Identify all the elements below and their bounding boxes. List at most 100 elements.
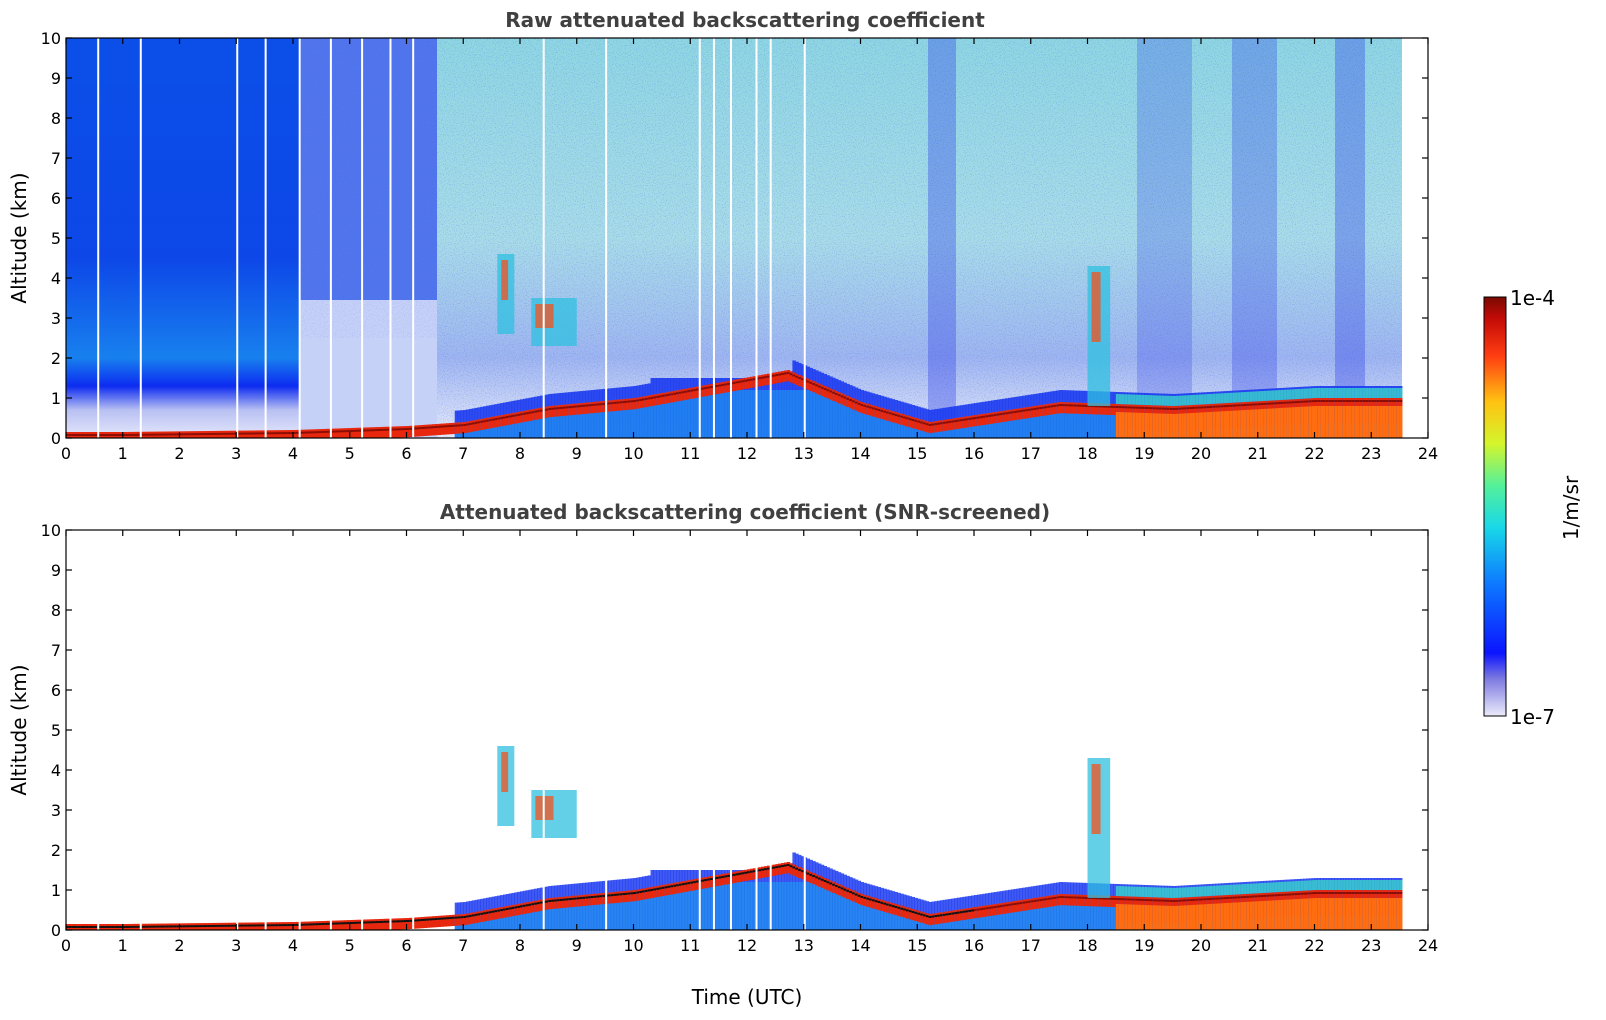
boundary-layer-core bbox=[1351, 892, 1355, 894]
boundary-layer-edge bbox=[1206, 886, 1211, 897]
boundary-layer-core bbox=[710, 878, 714, 880]
boundary-layer-band bbox=[537, 900, 541, 912]
boundary-layer-band bbox=[792, 864, 796, 876]
boundary-layer-edge bbox=[1362, 880, 1367, 890]
boundary-layer-core bbox=[1195, 406, 1199, 409]
boundary-layer-core bbox=[812, 383, 816, 386]
boundary-layer-band bbox=[517, 903, 521, 916]
aerosol-column bbox=[1022, 899, 1026, 930]
boundary-layer-core bbox=[1081, 404, 1086, 407]
boundary-layer-core bbox=[1096, 405, 1100, 408]
boundary-layer-band bbox=[355, 919, 359, 930]
boundary-layer-core bbox=[1098, 897, 1103, 900]
x-tick-label: 9 bbox=[572, 936, 582, 955]
boundary-layer-core bbox=[1379, 892, 1384, 894]
boundary-layer-band bbox=[386, 918, 391, 930]
boundary-layer-core bbox=[1223, 897, 1228, 900]
aerosol-column bbox=[520, 411, 524, 438]
boundary-layer-core bbox=[1189, 407, 1194, 410]
boundary-layer-core bbox=[738, 872, 742, 875]
boundary-layer-core bbox=[758, 869, 762, 872]
boundary-layer-fill bbox=[1286, 407, 1290, 438]
boundary-layer-core bbox=[715, 384, 720, 387]
boundary-layer-core bbox=[335, 922, 339, 925]
aerosol-column bbox=[988, 412, 992, 438]
boundary-layer-core bbox=[1218, 897, 1222, 900]
boundary-layer-band bbox=[701, 877, 706, 889]
boundary-layer-core bbox=[491, 418, 496, 421]
boundary-layer-core bbox=[1135, 898, 1140, 901]
boundary-layer-core bbox=[1226, 896, 1230, 899]
boundary-layer-band bbox=[644, 395, 649, 408]
boundary-layer-fill bbox=[1328, 406, 1333, 438]
boundary-layer-core bbox=[1050, 405, 1055, 408]
aerosol-column bbox=[976, 414, 981, 438]
data-gap bbox=[542, 530, 545, 930]
aerosol-column bbox=[724, 390, 728, 438]
boundary-layer-core bbox=[94, 434, 98, 436]
boundary-layer-core bbox=[451, 916, 456, 919]
aerosol-column bbox=[1033, 405, 1038, 438]
aerosol-column bbox=[894, 904, 898, 930]
boundary-layer-band bbox=[931, 421, 935, 433]
boundary-layer-band bbox=[502, 414, 507, 426]
boundary-layer-band bbox=[1107, 895, 1111, 907]
boundary-layer-core bbox=[210, 924, 215, 927]
boundary-layer-core bbox=[1229, 404, 1233, 407]
boundary-layer-core bbox=[1300, 400, 1304, 403]
boundary-layer-core bbox=[877, 409, 881, 411]
boundary-layer-core bbox=[1061, 896, 1066, 899]
boundary-layer-band bbox=[744, 377, 748, 389]
boundary-layer-band bbox=[985, 905, 989, 917]
boundary-layer-band bbox=[806, 870, 811, 882]
aerosol-column bbox=[525, 902, 530, 930]
boundary-layer-edge bbox=[1130, 886, 1134, 897]
aerosol-column bbox=[1073, 402, 1077, 438]
boundary-layer-fill bbox=[1266, 900, 1270, 930]
aerosol-column bbox=[744, 882, 748, 930]
aerosol-column bbox=[1067, 894, 1072, 930]
boundary-layer-band bbox=[971, 415, 975, 427]
boundary-layer-core bbox=[346, 922, 351, 925]
aerosol-column bbox=[1081, 894, 1086, 930]
boundary-layer-core bbox=[840, 395, 845, 398]
boundary-layer-core bbox=[886, 903, 890, 906]
aerosol-column bbox=[996, 411, 1001, 438]
boundary-layer-fill bbox=[1391, 406, 1395, 438]
aerosol-column bbox=[576, 895, 581, 930]
boundary-layer-band bbox=[832, 881, 836, 893]
aerosol-column bbox=[545, 406, 549, 438]
aerosol-column bbox=[772, 882, 776, 930]
aerosol-column bbox=[985, 905, 989, 930]
boundary-layer-fill bbox=[1345, 406, 1350, 438]
boundary-layer-fill bbox=[1141, 412, 1145, 438]
boundary-layer-core bbox=[511, 414, 515, 417]
boundary-layer-edge bbox=[1303, 388, 1307, 399]
aerosol-column bbox=[1113, 895, 1117, 930]
boundary-layer-fill bbox=[1385, 898, 1389, 930]
boundary-layer-core bbox=[976, 908, 981, 911]
boundary-layer-core bbox=[778, 373, 782, 376]
boundary-layer-core bbox=[534, 902, 538, 905]
boundary-layer-core bbox=[1345, 892, 1350, 894]
boundary-layer-core bbox=[105, 926, 110, 928]
boundary-layer-band bbox=[610, 892, 615, 904]
boundary-layer-edge bbox=[1345, 388, 1350, 398]
boundary-layer-core bbox=[188, 925, 192, 928]
aerosol-column bbox=[735, 390, 740, 438]
aerosol-column bbox=[639, 396, 643, 438]
boundary-layer-band bbox=[693, 879, 697, 891]
data-gap bbox=[139, 530, 142, 930]
boundary-layer-band bbox=[783, 862, 788, 874]
boundary-layer-edge bbox=[1317, 388, 1321, 398]
boundary-layer-core bbox=[131, 433, 135, 436]
boundary-layer-core bbox=[224, 432, 229, 435]
boundary-layer-core bbox=[764, 376, 768, 379]
boundary-layer-core bbox=[1118, 406, 1123, 409]
boundary-layer-fill bbox=[1388, 898, 1392, 930]
boundary-layer-core bbox=[1314, 892, 1318, 894]
boundary-layer-core bbox=[1169, 899, 1174, 902]
boundary-layer-core bbox=[1237, 896, 1242, 899]
boundary-layer-band bbox=[874, 406, 879, 418]
boundary-layer-band bbox=[925, 913, 930, 925]
